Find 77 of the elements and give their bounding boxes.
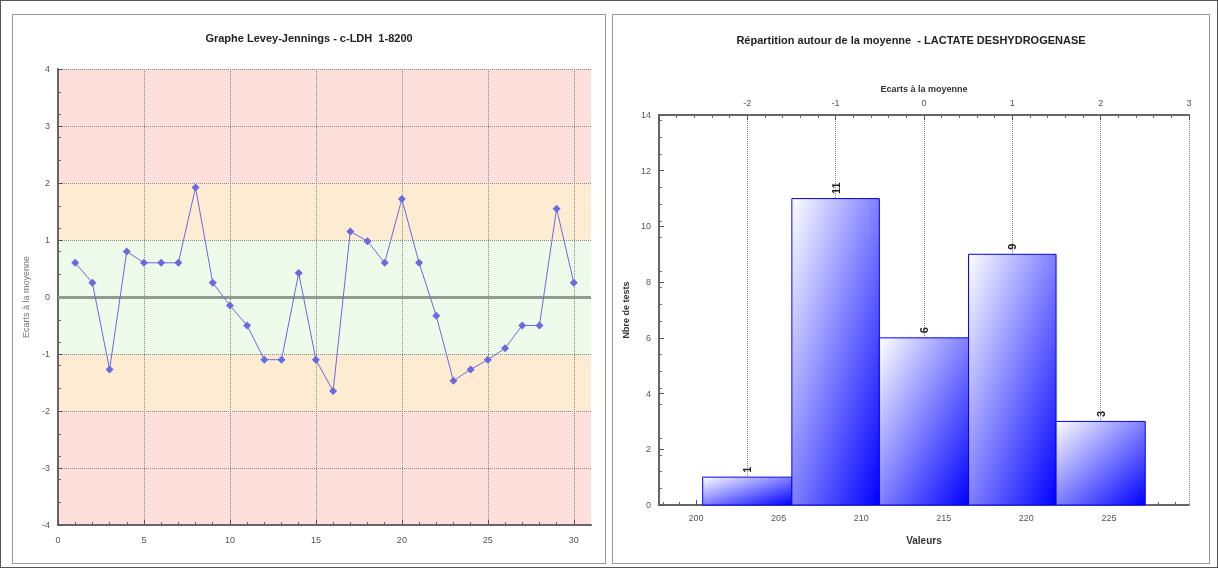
- data-label: 1: [741, 466, 754, 473]
- x2-tick-label: 0: [921, 97, 927, 108]
- data-label: 11: [829, 182, 842, 195]
- point: [432, 311, 441, 320]
- point: [174, 258, 183, 267]
- chart-title: Répartition autour de la moyenne - LACTATE DESHYDROGENASE: [736, 33, 1086, 46]
- x-tick-label: 10: [224, 534, 235, 545]
- point: [88, 278, 97, 287]
- x-tick-label: 205: [771, 512, 787, 523]
- point: [449, 376, 458, 385]
- x-tick-label: 225: [1101, 512, 1117, 523]
- data-label: 6: [917, 327, 930, 334]
- point: [243, 321, 252, 330]
- point: [501, 344, 510, 353]
- point: [397, 194, 406, 203]
- y-tick-label: 8: [645, 277, 651, 288]
- point: [208, 278, 217, 287]
- point: [225, 301, 234, 310]
- y-tick-label: -3: [41, 463, 50, 473]
- data-label: 9: [1006, 243, 1019, 250]
- y-tick-label: 1: [44, 235, 50, 245]
- x-tick-label: 20: [396, 534, 407, 545]
- point: [483, 355, 492, 364]
- point: [363, 237, 372, 246]
- x2-tick-label: -2: [743, 97, 752, 108]
- y-tick-label: -2: [41, 406, 50, 416]
- y-tick-label: 6: [645, 332, 651, 343]
- x-tick-label: 200: [688, 512, 704, 523]
- y-tick-label: 3: [44, 121, 50, 131]
- y-tick-label: 12: [640, 165, 651, 176]
- x2-tick-label: 1: [1009, 97, 1015, 108]
- point: [346, 227, 355, 236]
- point: [139, 258, 148, 267]
- data-label: 3: [1094, 410, 1107, 417]
- y-axis-title: Ecarts à la moyenne: [20, 255, 31, 339]
- y-tick-label: 0: [44, 292, 50, 302]
- y-tick-label: -1: [41, 349, 50, 359]
- point: [277, 355, 286, 364]
- y-tick-label: 2: [44, 178, 50, 188]
- x2-tick-label: 3: [1186, 97, 1192, 108]
- y-tick-label: -4: [41, 520, 50, 530]
- point: [105, 365, 114, 374]
- point: [311, 355, 320, 364]
- y-tick-label: 4: [645, 388, 651, 399]
- point: [415, 258, 424, 267]
- y-tick-label: 4: [44, 64, 50, 74]
- x-tick-label: 25: [482, 534, 493, 545]
- x-tick-label: 220: [1018, 512, 1034, 523]
- point: [569, 278, 578, 287]
- x-tick-label: 0: [55, 534, 61, 545]
- point: [466, 365, 475, 374]
- x-tick-label: 30: [568, 534, 579, 545]
- x2-tick-label: -1: [831, 97, 840, 108]
- point: [518, 321, 527, 330]
- point: [71, 258, 80, 267]
- point: [191, 183, 200, 192]
- point: [122, 247, 131, 256]
- chart-title: Graphe Levey-Jennings - c-LDH 1-8200: [205, 31, 413, 44]
- point: [157, 258, 166, 267]
- y-tick-label: 14: [640, 110, 651, 120]
- point: [380, 258, 389, 267]
- y-tick-label: 0: [645, 500, 651, 510]
- x2-axis-title: Ecarts à la moyenne: [880, 83, 968, 94]
- x-tick-label: 5: [141, 534, 147, 545]
- point: [329, 387, 338, 396]
- x-tick-label: 210: [853, 512, 869, 523]
- x-axis-title: Valeurs: [906, 534, 943, 546]
- point: [294, 269, 303, 278]
- point: [535, 321, 544, 330]
- y-axis-title: Nbre de tests: [620, 281, 631, 339]
- x2-tick-label: 2: [1098, 97, 1104, 108]
- y-tick-label: 10: [640, 221, 651, 232]
- x-tick-label: 215: [936, 512, 952, 523]
- point: [260, 355, 269, 364]
- x-tick-label: 15: [310, 534, 321, 545]
- point: [552, 204, 561, 213]
- y-tick-label: 2: [645, 444, 651, 455]
